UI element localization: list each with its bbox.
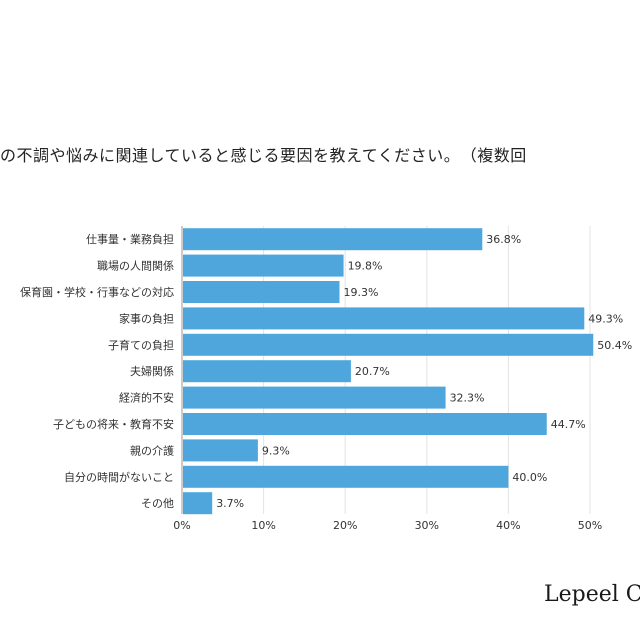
category-label: 仕事量・業務負担 [86,232,174,246]
bar [183,386,446,409]
x-tick-label: 20% [333,519,357,532]
value-label: 32.3% [450,392,485,405]
x-tick-label: 10% [251,519,275,532]
value-label: 19.8% [348,260,383,273]
bars [183,228,594,515]
x-tick-label: 40% [496,519,520,532]
value-label: 40.0% [512,471,547,484]
category-label: 保育園・学校・行事などの対応 [20,285,174,299]
value-label: 50.4% [597,339,632,352]
category-label: 職場の人間関係 [97,260,174,273]
value-label: 20.7% [355,365,390,378]
x-tick-label: 30% [415,519,439,532]
bar [183,360,351,383]
value-label: 19.3% [343,286,378,299]
bar [183,413,547,435]
bar [183,254,344,277]
bar [183,492,213,515]
value-label: 3.7% [216,497,244,510]
category-label: 夫婦関係 [130,364,174,378]
value-label: 44.7% [551,418,586,431]
bar [183,439,258,462]
category-label: 親の介護 [130,443,174,457]
bar [183,307,585,330]
labels: 0% 10% 20% 30% 40% 50% 仕事量・業務負担 36.8% 職場の人間関係 19.… [20,232,632,532]
category-label: 家事の負担 [119,311,174,325]
category-label: 自分の時間がないこと [64,470,174,484]
chart-title: の不調や悩みに関連していると感じる要因を教えてください。 （複数回 [0,146,527,165]
category-label: その他 [141,497,174,510]
x-tick-label: 0% [173,519,190,532]
value-label: 36.8% [486,233,521,246]
category-label: 子育ての負担 [108,338,174,352]
category-label: 経済的不安 [119,391,174,405]
value-label: 9.3% [262,444,290,457]
category-label: 子どもの将来・教育不安 [53,417,174,431]
bar [183,228,483,251]
x-tick-label: 50% [578,519,602,532]
value-label: 49.3% [588,312,623,325]
bar [183,333,594,356]
bar [183,465,509,488]
bar [183,281,340,303]
brand-logo-text: Lepeel C [544,582,640,607]
